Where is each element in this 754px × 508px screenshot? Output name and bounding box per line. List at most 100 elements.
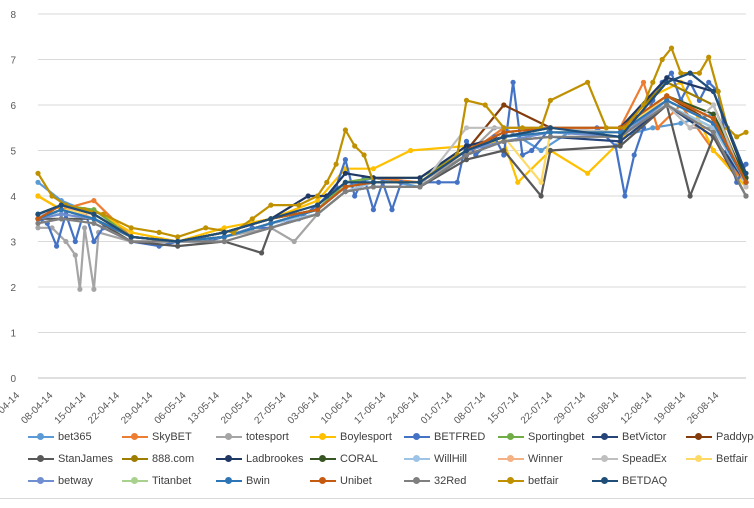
legend-label: BETDAQ bbox=[622, 475, 668, 487]
legend-label: BetVictor bbox=[622, 431, 667, 443]
data-point bbox=[547, 134, 554, 140]
data-point bbox=[58, 211, 64, 217]
legend-swatch bbox=[498, 474, 524, 488]
data-point bbox=[54, 243, 60, 249]
legend-item: StanJames bbox=[28, 452, 113, 466]
legend-swatch bbox=[310, 474, 336, 488]
legend-item: Ladbrookes bbox=[216, 452, 304, 466]
legend-swatch bbox=[28, 430, 54, 444]
data-point bbox=[417, 184, 423, 190]
data-point bbox=[370, 184, 376, 190]
data-point bbox=[515, 179, 521, 185]
data-point bbox=[314, 202, 321, 208]
data-point bbox=[743, 193, 749, 199]
data-point bbox=[463, 157, 470, 163]
data-point bbox=[640, 102, 647, 108]
data-point bbox=[463, 138, 470, 144]
data-point bbox=[221, 238, 227, 245]
data-point bbox=[463, 152, 470, 158]
legend-label: Unibet bbox=[340, 475, 372, 487]
data-point bbox=[463, 143, 470, 149]
data-point bbox=[710, 147, 717, 154]
x-tick-label: 26-08-14 bbox=[685, 390, 721, 426]
data-point bbox=[361, 152, 367, 158]
data-point bbox=[91, 286, 97, 292]
data-point bbox=[664, 93, 670, 99]
legend-label: Boylesport bbox=[340, 431, 392, 443]
data-point bbox=[617, 143, 623, 149]
legend-label: Winner bbox=[528, 453, 563, 465]
data-point bbox=[547, 125, 554, 131]
gridlines bbox=[38, 13, 746, 379]
data-point bbox=[547, 97, 554, 103]
data-point bbox=[538, 147, 544, 154]
x-tick-label: 15-04-14 bbox=[53, 390, 89, 426]
x-tick-label: 03-06-14 bbox=[286, 390, 322, 426]
legend-swatch bbox=[592, 430, 618, 444]
data-point bbox=[668, 45, 675, 51]
data-point bbox=[501, 102, 507, 108]
data-point bbox=[501, 125, 507, 131]
series-betdaq bbox=[35, 70, 749, 245]
data-point bbox=[715, 88, 721, 94]
legend-item: SpeadEx bbox=[592, 452, 667, 466]
legend-swatch bbox=[216, 474, 242, 488]
data-point bbox=[640, 79, 647, 85]
data-point bbox=[650, 125, 656, 131]
data-point bbox=[72, 252, 78, 258]
data-point bbox=[617, 138, 623, 144]
bottom-divider bbox=[0, 498, 754, 499]
data-point bbox=[510, 79, 516, 85]
legend-label: BETFRED bbox=[434, 431, 486, 443]
x-tick-label: 20-05-14 bbox=[219, 390, 255, 426]
data-point bbox=[687, 70, 693, 76]
data-point bbox=[268, 202, 274, 208]
data-point bbox=[35, 193, 41, 199]
data-point bbox=[91, 198, 97, 204]
legend-label: Bwin bbox=[246, 475, 270, 487]
legend-swatch bbox=[122, 452, 148, 466]
data-point bbox=[501, 138, 507, 144]
data-point bbox=[664, 97, 670, 103]
data-point bbox=[436, 179, 442, 185]
legend-item: Bwin bbox=[216, 474, 270, 488]
data-point bbox=[35, 216, 41, 222]
data-point bbox=[35, 179, 41, 185]
data-point bbox=[342, 188, 348, 195]
data-point bbox=[529, 147, 535, 154]
x-tick-label: 17-06-14 bbox=[352, 390, 388, 426]
legend-label: Titanbet bbox=[152, 475, 192, 487]
data-point bbox=[463, 97, 470, 103]
legend-swatch bbox=[310, 452, 336, 466]
legend-label: Sportingbet bbox=[528, 431, 585, 443]
data-point bbox=[706, 54, 712, 60]
data-point bbox=[463, 125, 470, 131]
legend-item: Titanbet bbox=[122, 474, 191, 488]
legend-item: WillHill bbox=[404, 452, 467, 466]
series-betway bbox=[35, 97, 749, 245]
data-point bbox=[463, 147, 470, 154]
x-tick-label: 13-05-14 bbox=[186, 390, 222, 426]
data-point bbox=[91, 216, 97, 222]
data-point bbox=[268, 216, 274, 222]
data-point bbox=[314, 198, 321, 204]
legend-item: BETDAQ bbox=[592, 474, 667, 488]
legend-label: betfair bbox=[528, 475, 559, 487]
data-point bbox=[743, 129, 749, 135]
series-line bbox=[36, 71, 748, 243]
x-tick-label: 08-04-14 bbox=[19, 390, 55, 426]
data-point bbox=[417, 179, 423, 185]
legend-swatch bbox=[686, 452, 712, 466]
data-point bbox=[58, 202, 64, 208]
data-point bbox=[175, 243, 181, 249]
legend-label: SpeadEx bbox=[622, 453, 667, 465]
legend-label: bet365 bbox=[58, 431, 92, 443]
legend-item: totesport bbox=[216, 430, 289, 444]
x-tick-label: 29-07-14 bbox=[552, 390, 588, 426]
data-point bbox=[314, 193, 321, 199]
data-point bbox=[650, 79, 656, 85]
legend-swatch bbox=[122, 430, 148, 444]
x-tick-label: 19-08-14 bbox=[652, 390, 688, 426]
legend-swatch bbox=[404, 452, 430, 466]
legend-swatch bbox=[498, 452, 524, 466]
